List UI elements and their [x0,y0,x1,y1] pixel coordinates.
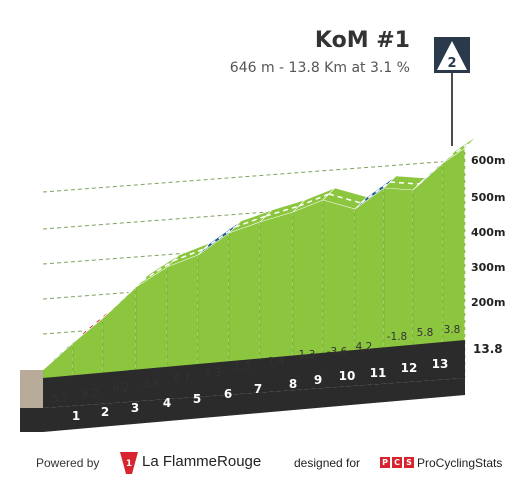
km-tick-label: 13 [432,357,449,371]
centerline [448,141,472,158]
end-distance-label: 13.8 [473,342,503,356]
base-slab [43,340,465,408]
chart-title: KoM #1 [314,28,410,53]
gradient-label: 5.3 [205,367,222,379]
y-tick-label: 400m [471,226,505,239]
km-tick-label: 8 [289,377,297,391]
gradient-label: 1.3 [299,349,316,361]
km-tick-label: 5 [193,392,201,406]
gradient-label: 5.7 [52,393,69,405]
start-block [20,370,43,408]
centerline [328,193,362,204]
km-tick-label: 7 [254,382,262,396]
labels: 1 2 3 4 5 6 7 8 9 10 11 12 135.7 8.2 6.2 3.8 0.7 5.3 1.3 1.… [52,37,505,474]
profile-segment [166,254,199,379]
mountain-icon [437,41,467,70]
centerline [389,181,420,185]
profile-segment [197,232,230,379]
base-band [20,378,465,432]
pcs-letter-s: S [404,457,414,468]
km-tick-label: 10 [339,369,356,383]
gradient-label: 3.8 [143,378,160,390]
gradient-label: 4.2 [356,341,373,353]
gradient-label: -1.8 [387,331,408,343]
centerline [203,226,236,250]
gradient-label: 6.2 [113,382,130,394]
y-tick-label: 600m [471,154,505,167]
pcs-letter-c: C [392,457,402,468]
flame-icon [120,452,138,474]
profile-segment [72,317,104,379]
gradient-label: 3.8 [444,324,461,336]
y-tick-label: 300m [471,261,505,274]
km-tick-label: 12 [401,361,418,375]
category-badge-number: 2 [447,56,456,71]
km-tick-label: 6 [224,387,232,401]
centerline [78,311,110,338]
flame-badge-number: 1 [126,459,132,469]
centerline [234,215,267,228]
gradient-label: 1.3 [234,361,251,373]
centerline [360,181,391,204]
profile-area [20,135,478,432]
pcs-letter-p: P [380,457,390,468]
profile-segment [42,342,74,379]
km-tick-label: 11 [370,366,387,380]
powered-by-label: Powered by [36,456,100,470]
km-tick-label: 4 [163,396,171,410]
gradient-label: 5.8 [417,327,434,339]
gradient-label: -3.6 [327,346,348,358]
gradient-label: 1.4 [268,356,285,368]
profile-segment [259,211,294,379]
gradient-label: 8.2 [82,388,99,400]
profile-segment [102,286,137,379]
gradient-label: 0.7 [174,373,191,385]
km-tick-label: 1 [72,409,80,423]
designed-for-label: designed for [294,456,361,470]
pcs-name: ProCyclingStats [417,456,503,470]
gridline-600m [42,159,466,193]
centerline [172,248,205,262]
km-tick-label: 9 [314,373,322,387]
brand-label: La FlammeRouge [142,453,262,470]
centerline [265,205,300,217]
km-tick-label: 3 [131,401,139,415]
centerline [418,156,450,185]
y-tick-label: 500m [471,191,505,204]
profile-segment [228,221,261,379]
chart-subtitle: 646 m - 13.8 Km at 3.1 % [229,60,410,76]
km-tick-label: 2 [101,405,109,419]
centerline [141,260,174,282]
centerline [48,336,80,365]
y-tick-label: 200m [471,296,505,309]
